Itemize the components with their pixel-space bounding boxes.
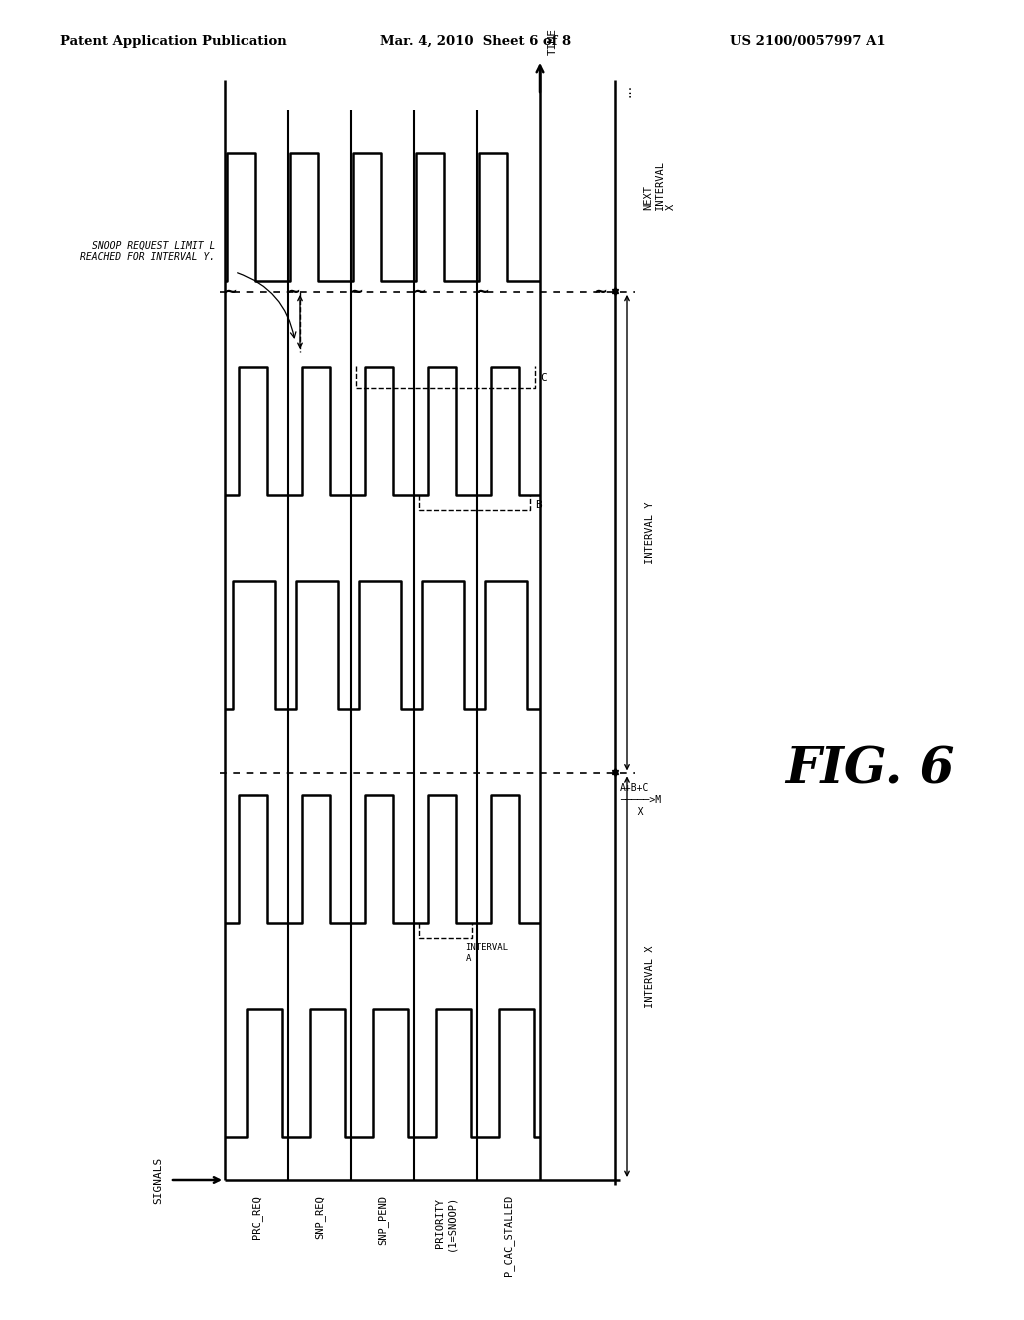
Text: SNP_PEND: SNP_PEND xyxy=(377,1195,388,1245)
Text: ~: ~ xyxy=(412,282,426,301)
Text: C: C xyxy=(540,374,547,383)
Text: SNOOP REQUEST LIMIT L
REACHED FOR INTERVAL Y.: SNOOP REQUEST LIMIT L REACHED FOR INTERV… xyxy=(80,240,215,261)
Text: SIGNALS: SIGNALS xyxy=(153,1156,163,1204)
Text: INTERVAL Y: INTERVAL Y xyxy=(645,502,655,564)
Text: B: B xyxy=(535,500,542,511)
Text: P_CAC_STALLED: P_CAC_STALLED xyxy=(503,1195,514,1276)
Text: PRIORITY
(1=SNOOP): PRIORITY (1=SNOOP) xyxy=(435,1195,457,1251)
Text: A+B+C
─────>M
   X: A+B+C ─────>M X xyxy=(620,783,662,817)
Text: INTERVAL X: INTERVAL X xyxy=(645,945,655,1008)
Text: ~: ~ xyxy=(223,282,237,301)
Text: Mar. 4, 2010  Sheet 6 of 8: Mar. 4, 2010 Sheet 6 of 8 xyxy=(380,36,571,48)
Text: INTERVAL
A: INTERVAL A xyxy=(466,944,509,962)
Text: ~: ~ xyxy=(286,282,300,301)
Text: ~: ~ xyxy=(593,282,607,301)
Text: FIG. 6: FIG. 6 xyxy=(785,746,954,795)
Text: PRC_REQ: PRC_REQ xyxy=(251,1195,262,1238)
Text: NEXT
INTERVAL
X: NEXT INTERVAL X xyxy=(643,160,676,210)
Text: ~: ~ xyxy=(475,282,488,301)
Text: Patent Application Publication: Patent Application Publication xyxy=(60,36,287,48)
Text: ~: ~ xyxy=(349,282,362,301)
Text: ...: ... xyxy=(620,83,634,96)
Text: US 2100/0057997 A1: US 2100/0057997 A1 xyxy=(730,36,886,48)
Text: TIME: TIME xyxy=(548,28,558,55)
Text: SNP_REQ: SNP_REQ xyxy=(314,1195,325,1238)
